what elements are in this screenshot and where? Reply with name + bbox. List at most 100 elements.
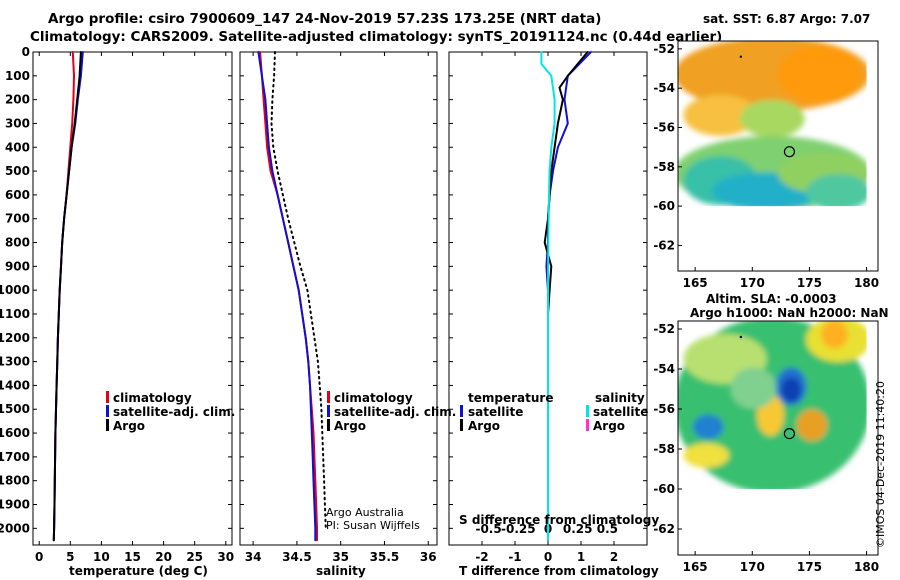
s-xtick-label: -0.25 (501, 522, 536, 536)
legend-label-difference: Argo (468, 419, 500, 433)
series-line-difference-t-satellite (545, 51, 592, 542)
series-line-temperature-satellite-adj-clim- (52, 51, 84, 542)
map-ytick-label: -60 (653, 482, 675, 496)
xtick-label-salinity: 34 (245, 550, 262, 564)
ytick-label: 1400 (0, 378, 30, 392)
xtick-label-difference: 1 (577, 550, 585, 564)
sla-map-title-2: Argo h1000: NaN h2000: NaN (690, 306, 889, 320)
map-ytick-label: -54 (653, 362, 675, 376)
xtick-label-temperature: 15 (124, 550, 141, 564)
ytick-label: 1200 (0, 331, 30, 345)
map-ytick-label: -58 (653, 160, 675, 174)
legend-swatch-salinity (327, 419, 330, 431)
map-ytick-label: -54 (653, 81, 675, 95)
annotation-argo-australia: Argo Australia (326, 506, 404, 519)
map-ytick-label: -52 (653, 322, 675, 336)
xtick-label-temperature: 0 (35, 550, 43, 564)
ytick-label: 0 (22, 45, 30, 59)
legend-label-difference: satellite (468, 405, 523, 419)
xtick-label-temperature: 20 (155, 550, 172, 564)
panel-frame-salinity (239, 51, 438, 546)
ytick-label: 1900 (0, 498, 30, 512)
series-line-salinity-argo (270, 51, 327, 530)
series-line-difference-s-satellite (540, 51, 556, 542)
temperature-axis-label: temperature (deg C) (69, 564, 208, 578)
ytick-label: 1600 (0, 426, 30, 440)
argo-position-marker (783, 428, 796, 440)
map-field-patch (777, 45, 862, 103)
ytick-label: 700 (5, 212, 30, 226)
legend-label-salinity: satellite-adj. clim. (334, 405, 456, 419)
title-line-2: Climatology: CARS2009. Satellite-adjuste… (30, 29, 723, 45)
map-ytick-label: -56 (653, 402, 675, 416)
panel-frame-temperature (32, 51, 233, 546)
ytick-label: 1300 (0, 355, 30, 369)
ytick-label: 1500 (0, 402, 30, 416)
series-line-temperature-argo (52, 51, 82, 542)
xtick-label-salinity: 35 (332, 550, 349, 564)
map-field-patch (806, 174, 867, 207)
annotation-pi: PI: Susan Wijffels (326, 519, 420, 532)
map-xtick-label: 180 (854, 276, 879, 290)
map-field-patch (796, 409, 828, 441)
legend-swatch-temperature (106, 419, 109, 431)
map-xtick-label: 165 (683, 560, 708, 574)
map-ytick-label: -52 (653, 42, 675, 56)
xtick-label-difference: 2 (610, 550, 618, 564)
map-dot (739, 55, 743, 58)
xtick-label-temperature: 30 (217, 550, 234, 564)
map-field-patch (821, 321, 848, 349)
s-xtick-label: 0.25 (563, 522, 593, 536)
legend-swatch-temperature (106, 405, 109, 417)
legend-label-difference-s: Argo (593, 419, 625, 433)
xtick-label-difference: -2 (475, 550, 488, 564)
ytick-label: 1700 (0, 450, 30, 464)
xtick-label-difference: -1 (508, 550, 521, 564)
ytick-label: 300 (5, 116, 30, 130)
argo-position-marker (783, 146, 796, 158)
xtick-label-salinity: 34.5 (282, 550, 312, 564)
s-xtick-label: -0.5 (475, 522, 501, 536)
map-field-patch (740, 99, 805, 138)
legend-label-salinity: Argo (334, 419, 366, 433)
map-xtick-label: 180 (854, 560, 879, 574)
xtick-label-difference: 0 (544, 550, 552, 564)
sla-map-title-1: Altim. SLA: -0.0003 (706, 292, 837, 306)
legend-swatch-salinity (327, 391, 330, 403)
series-line-salinity-satellite-adj-clim- (257, 51, 317, 542)
ytick-label: 500 (5, 164, 30, 178)
map-border-sla_map (677, 320, 879, 556)
ytick-label: 1100 (0, 307, 30, 321)
legend-swatch-salinity (327, 405, 330, 417)
map-xtick-label: 170 (740, 276, 765, 290)
legend-swatch-temperature (106, 391, 109, 403)
s-difference-axis-label: S difference from climatology (459, 513, 660, 527)
ytick-label: 2000 (0, 521, 30, 535)
xtick-label-temperature: 25 (186, 550, 203, 564)
map-field-sst_map (678, 41, 867, 207)
ytick-label: 1800 (0, 474, 30, 488)
map-field-patch (683, 94, 758, 136)
legend-label-salinity: climatology (334, 391, 413, 405)
map-field-patch (730, 367, 777, 410)
legend-header-temperature: temperature (468, 391, 553, 405)
legend-label-temperature: climatology (113, 391, 192, 405)
legend-header-salinity: salinity (595, 391, 645, 405)
sst-map-title: sat. SST: 6.87 Argo: 7.07 (703, 12, 871, 26)
map-xtick-label: 175 (797, 276, 822, 290)
ytick-label: 900 (5, 259, 30, 273)
map-field-patch (781, 377, 801, 403)
legend-swatch-difference-s (586, 405, 589, 417)
map-xtick-label: 175 (797, 560, 822, 574)
ytick-label: 400 (5, 140, 30, 154)
xtick-label-salinity: 36 (420, 550, 437, 564)
legend-swatch-difference-s (586, 419, 589, 431)
ytick-label: 800 (5, 236, 30, 250)
legend-swatch-difference (460, 419, 463, 431)
legend-swatch-difference (460, 405, 463, 417)
map-dot (739, 335, 743, 339)
legend-label-difference-s: satellite (593, 405, 648, 419)
xtick-label-temperature: 5 (66, 550, 74, 564)
s-xtick-label: 0.5 (597, 522, 618, 536)
